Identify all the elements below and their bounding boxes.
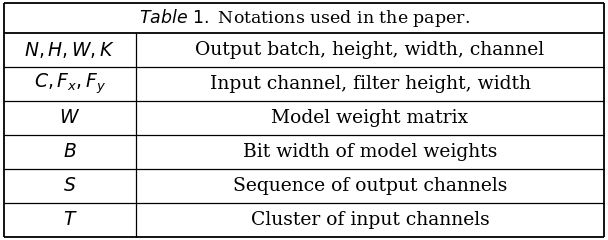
Text: Output batch, height, width, channel: Output batch, height, width, channel	[195, 41, 545, 59]
Text: $C, F_x, F_y$: $C, F_x, F_y$	[34, 72, 106, 96]
Text: Sequence of output channels: Sequence of output channels	[233, 177, 507, 195]
Text: Cluster of input channels: Cluster of input channels	[250, 211, 489, 229]
Text: $S$: $S$	[63, 177, 77, 195]
Text: $B$: $B$	[63, 143, 77, 161]
Text: $\mathit{Table\ 1.}$ Notations used in the paper.: $\mathit{Table\ 1.}$ Notations used in t…	[139, 7, 469, 29]
Text: Model weight matrix: Model weight matrix	[271, 109, 469, 127]
Text: Bit width of model weights: Bit width of model weights	[243, 143, 497, 161]
Text: $T$: $T$	[63, 211, 77, 229]
Text: $W$: $W$	[60, 109, 81, 127]
Text: Input channel, filter height, width: Input channel, filter height, width	[210, 75, 531, 93]
Text: $N, H, W, K$: $N, H, W, K$	[24, 40, 116, 60]
